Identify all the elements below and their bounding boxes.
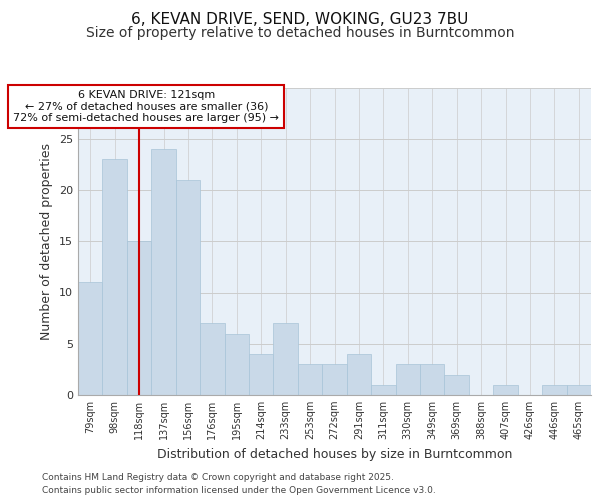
Bar xyxy=(103,159,127,395)
Bar xyxy=(151,149,176,395)
Y-axis label: Number of detached properties: Number of detached properties xyxy=(40,143,53,340)
Bar xyxy=(176,180,200,395)
Bar xyxy=(274,324,298,395)
Text: Contains HM Land Registry data © Crown copyright and database right 2025.
Contai: Contains HM Land Registry data © Crown c… xyxy=(42,474,436,495)
Bar xyxy=(298,364,322,395)
X-axis label: Distribution of detached houses by size in Burntcommon: Distribution of detached houses by size … xyxy=(157,448,512,460)
Text: 6, KEVAN DRIVE, SEND, WOKING, GU23 7BU: 6, KEVAN DRIVE, SEND, WOKING, GU23 7BU xyxy=(131,12,469,28)
Bar xyxy=(224,334,249,395)
Bar xyxy=(445,374,469,395)
Text: 6 KEVAN DRIVE: 121sqm
← 27% of detached houses are smaller (36)
72% of semi-deta: 6 KEVAN DRIVE: 121sqm ← 27% of detached … xyxy=(13,90,280,122)
Bar xyxy=(249,354,274,395)
Bar xyxy=(127,242,151,395)
Bar xyxy=(420,364,445,395)
Bar xyxy=(200,324,224,395)
Bar xyxy=(371,385,395,395)
Bar xyxy=(566,385,591,395)
Bar xyxy=(78,282,103,395)
Bar xyxy=(542,385,566,395)
Bar xyxy=(347,354,371,395)
Bar xyxy=(493,385,518,395)
Text: Size of property relative to detached houses in Burntcommon: Size of property relative to detached ho… xyxy=(86,26,514,40)
Bar xyxy=(322,364,347,395)
Bar xyxy=(395,364,420,395)
